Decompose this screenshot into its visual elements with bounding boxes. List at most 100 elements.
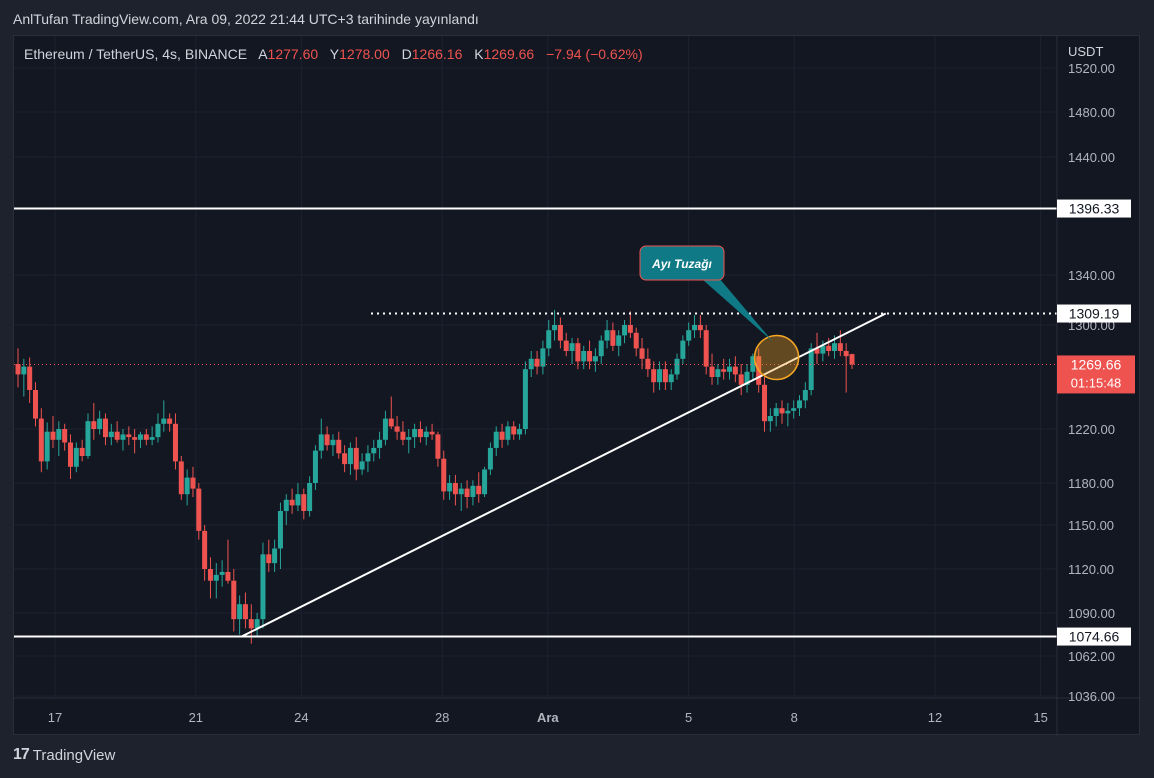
low-value: 1266.16: [412, 46, 463, 62]
candle-body: [610, 330, 616, 346]
candle-body: [219, 571, 225, 575]
level-badge: [1057, 627, 1131, 646]
candle-body: [791, 408, 797, 411]
candle-body: [505, 426, 511, 440]
candle-body: [587, 351, 593, 362]
candle-body: [56, 429, 62, 440]
candle-body: [470, 485, 476, 497]
x-tick-label: 17: [48, 710, 62, 725]
drawings: Ayı Tuzağı: [14, 207, 1057, 638]
candle-body: [382, 418, 388, 440]
candle-body: [522, 369, 528, 429]
candle-body: [622, 325, 628, 336]
candle-body: [417, 429, 423, 438]
callout-label: Ayı Tuzağı: [651, 257, 712, 271]
low-label: D: [402, 46, 412, 62]
callout-pointer: [694, 272, 773, 342]
candle-body: [517, 429, 523, 435]
candle-body: [686, 330, 692, 341]
y-tick-label: 1150.00: [1068, 518, 1114, 533]
x-tick-label: 12: [928, 710, 942, 725]
candle-body: [540, 348, 546, 367]
candle-body: [266, 554, 272, 564]
candle-body: [172, 423, 178, 462]
candle-body: [272, 548, 278, 564]
candle-body: [184, 477, 190, 495]
candle-body: [581, 351, 587, 362]
candle-body: [307, 483, 313, 511]
candle-body: [353, 447, 359, 470]
candle-body: [797, 400, 803, 409]
candle-body: [342, 453, 348, 465]
candle-body: [155, 423, 161, 438]
candle-body: [50, 431, 56, 440]
candle-body: [557, 325, 563, 341]
close-label: K: [474, 46, 484, 62]
candle-body: [447, 483, 453, 492]
candle-body: [732, 366, 738, 375]
candle-body: [423, 431, 429, 438]
candlestick-chart[interactable]: Ayı Tuzağı 1520.001480.001440.001340.001…: [14, 36, 1141, 736]
candle-body: [604, 330, 610, 341]
candle-body: [738, 374, 744, 385]
candle-body: [697, 325, 703, 331]
candles: [15, 310, 855, 644]
y-tick-label: 1480.00: [1068, 105, 1115, 120]
candle-body: [843, 351, 849, 357]
chart-panel[interactable]: Ayı Tuzağı 1520.00 1480.00 1440.00 1340.00 1…: [13, 35, 1141, 736]
change-value: −7.94 (−0.62%): [546, 46, 643, 62]
countdown-value: 01:15:48: [1071, 375, 1122, 390]
candle-body: [21, 366, 27, 375]
price-badge: [1057, 355, 1135, 394]
tradingview-brand[interactable]: 17 TradingView: [13, 746, 115, 764]
candle-body: [668, 374, 674, 383]
candle-body: [709, 366, 715, 377]
candle-body: [79, 447, 85, 456]
candle-body: [289, 499, 295, 506]
open-label: A: [258, 46, 268, 62]
candle-body: [254, 619, 260, 629]
candle-body: [802, 390, 808, 401]
x-tick-label: 8: [791, 710, 798, 725]
y-tick-label: 1340.00: [1068, 268, 1115, 283]
candle-body: [820, 345, 826, 354]
legend: Ethereum / TetherUS, 4s, BINANCE A1277.6…: [24, 44, 1103, 62]
y-tick-label: 1180.00: [1068, 476, 1114, 491]
trendline: [241, 312, 887, 638]
candle-body: [826, 345, 832, 351]
candle-body: [120, 434, 126, 440]
candle-body: [347, 447, 353, 465]
candle-body: [680, 340, 686, 359]
currency-label: USDT: [1068, 44, 1103, 59]
x-tick-label: 24: [294, 710, 308, 725]
candle-body: [312, 450, 318, 483]
open-value: 1277.60: [268, 46, 319, 62]
candle-body: [773, 408, 779, 416]
candle-body: [662, 369, 668, 383]
candle-body: [73, 447, 79, 467]
candle-body: [85, 421, 91, 456]
candle-body: [727, 366, 733, 372]
candle-body: [674, 358, 680, 375]
candle-body: [114, 431, 120, 440]
candle-body: [406, 437, 412, 440]
candle-body: [785, 410, 791, 414]
level-label: 1396.33: [1069, 201, 1120, 217]
candle-body: [196, 488, 202, 531]
candle-body: [458, 488, 464, 495]
candle-body: [499, 431, 505, 440]
svg-text:Ethereum / TetherUS, 4s, BINAN: Ethereum / TetherUS, 4s, BINANCE A1277.6…: [24, 46, 643, 62]
x-tick-label: 5: [685, 710, 692, 725]
trap-circle: [753, 334, 800, 381]
grid: [14, 36, 1057, 698]
candle-body: [476, 485, 482, 495]
level-label: 1074.66: [1069, 629, 1120, 645]
candle-body: [692, 325, 698, 331]
candle-body: [190, 477, 196, 489]
y-tick-label: 1120.00: [1068, 562, 1114, 577]
candle-body: [97, 418, 103, 429]
candle-body: [237, 604, 243, 620]
candle-body: [715, 369, 721, 377]
high-label: Y: [330, 46, 340, 62]
candle-body: [569, 343, 575, 351]
